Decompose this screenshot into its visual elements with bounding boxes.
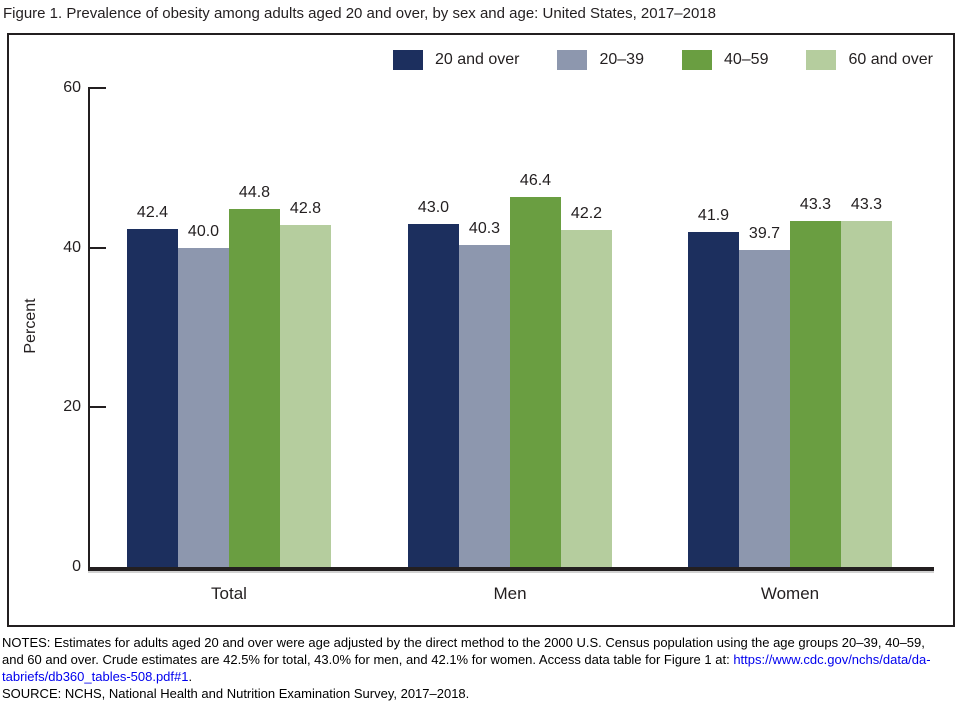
legend-swatch	[681, 50, 712, 70]
bar	[178, 247, 229, 567]
y-axis-line	[88, 88, 90, 567]
bar-value-label: 42.2	[570, 205, 603, 223]
notes-text: .	[188, 669, 193, 684]
bar-value-label: 42.4	[136, 203, 169, 221]
bar-value-label: 40.3	[468, 220, 501, 238]
legend-swatch	[806, 50, 837, 70]
bar	[127, 228, 178, 567]
bar-value-label: 42.8	[289, 200, 322, 218]
notes-text: NOTES: Estimates for adults aged 20 and …	[2, 635, 925, 650]
notes-line-3: tabriefs/db360_tables-508.pdf#1.	[2, 668, 931, 685]
bar-value-label: 43.0	[417, 198, 450, 216]
legend-swatch	[557, 50, 588, 70]
legend-label: 20–39	[599, 51, 644, 68]
y-tick	[88, 87, 106, 89]
y-tick-label: 40	[63, 238, 81, 256]
bar-value-label: 43.3	[799, 196, 832, 214]
bar	[229, 209, 280, 567]
legend-item: 20 and over	[392, 50, 520, 70]
data-table-link[interactable]: https://www.cdc.gov/nchs/data/da-	[733, 652, 931, 667]
figure-title: Figure 1. Prevalence of obesity among ad…	[3, 5, 716, 22]
bar	[739, 250, 790, 567]
notes-line-2: and 60 and over. Crude estimates are 42.…	[2, 651, 931, 668]
x-category-label: Total	[211, 584, 247, 603]
notes-text: and 60 and over. Crude estimates are 42.…	[2, 652, 734, 667]
legend-label: 60 and over	[848, 51, 933, 68]
bar	[459, 245, 510, 567]
bar-value-label: 46.4	[519, 171, 552, 189]
chart-legend: 20 and over 20–39 40–59 60 and over	[392, 50, 933, 70]
bar-value-label: 39.7	[748, 225, 781, 243]
bar-value-label: 40.0	[187, 222, 220, 240]
x-category-label: Men	[493, 584, 527, 603]
legend-label: 20 and over	[434, 51, 520, 68]
legend-item: 40–59	[681, 50, 769, 70]
bar	[561, 230, 612, 567]
x-axis-line	[88, 567, 934, 571]
data-table-link[interactable]: tabriefs/db360_tables-508.pdf#1	[2, 669, 189, 684]
bar	[280, 225, 331, 567]
notes-block: NOTES: Estimates for adults aged 20 and …	[2, 634, 931, 702]
bar	[688, 232, 739, 567]
notes-line-1: NOTES: Estimates for adults aged 20 and …	[2, 634, 931, 651]
bar-value-label: 41.9	[697, 207, 730, 225]
y-tick-label: 20	[63, 398, 81, 416]
bar	[408, 223, 459, 567]
x-category-label: Women	[760, 584, 820, 603]
bar-value-label: 44.8	[238, 184, 271, 202]
y-tick	[88, 406, 106, 409]
source-text: SOURCE: NCHS, National Health and Nutrit…	[2, 686, 470, 701]
y-tick	[88, 246, 106, 249]
y-tick-label: 0	[72, 558, 81, 575]
source-line: SOURCE: NCHS, National Health and Nutrit…	[2, 685, 931, 702]
legend-item: 20–39	[557, 50, 644, 70]
bar-value-label: 43.3	[850, 196, 883, 214]
legend-item: 60 and over	[806, 50, 933, 70]
plot-area: 0 20 40 60 42.4 40.0 44.8 42.8 Total 43.0 40.3 46.4…	[9, 35, 953, 625]
legend-label: 40–59	[723, 51, 769, 68]
y-tick-label: 60	[63, 79, 81, 96]
bar	[790, 221, 841, 567]
chart-frame: 20 and over 20–39 40–59 60 and over Percent…	[7, 33, 955, 627]
bar	[510, 196, 561, 567]
legend-swatch	[392, 50, 423, 70]
bar	[841, 221, 892, 567]
